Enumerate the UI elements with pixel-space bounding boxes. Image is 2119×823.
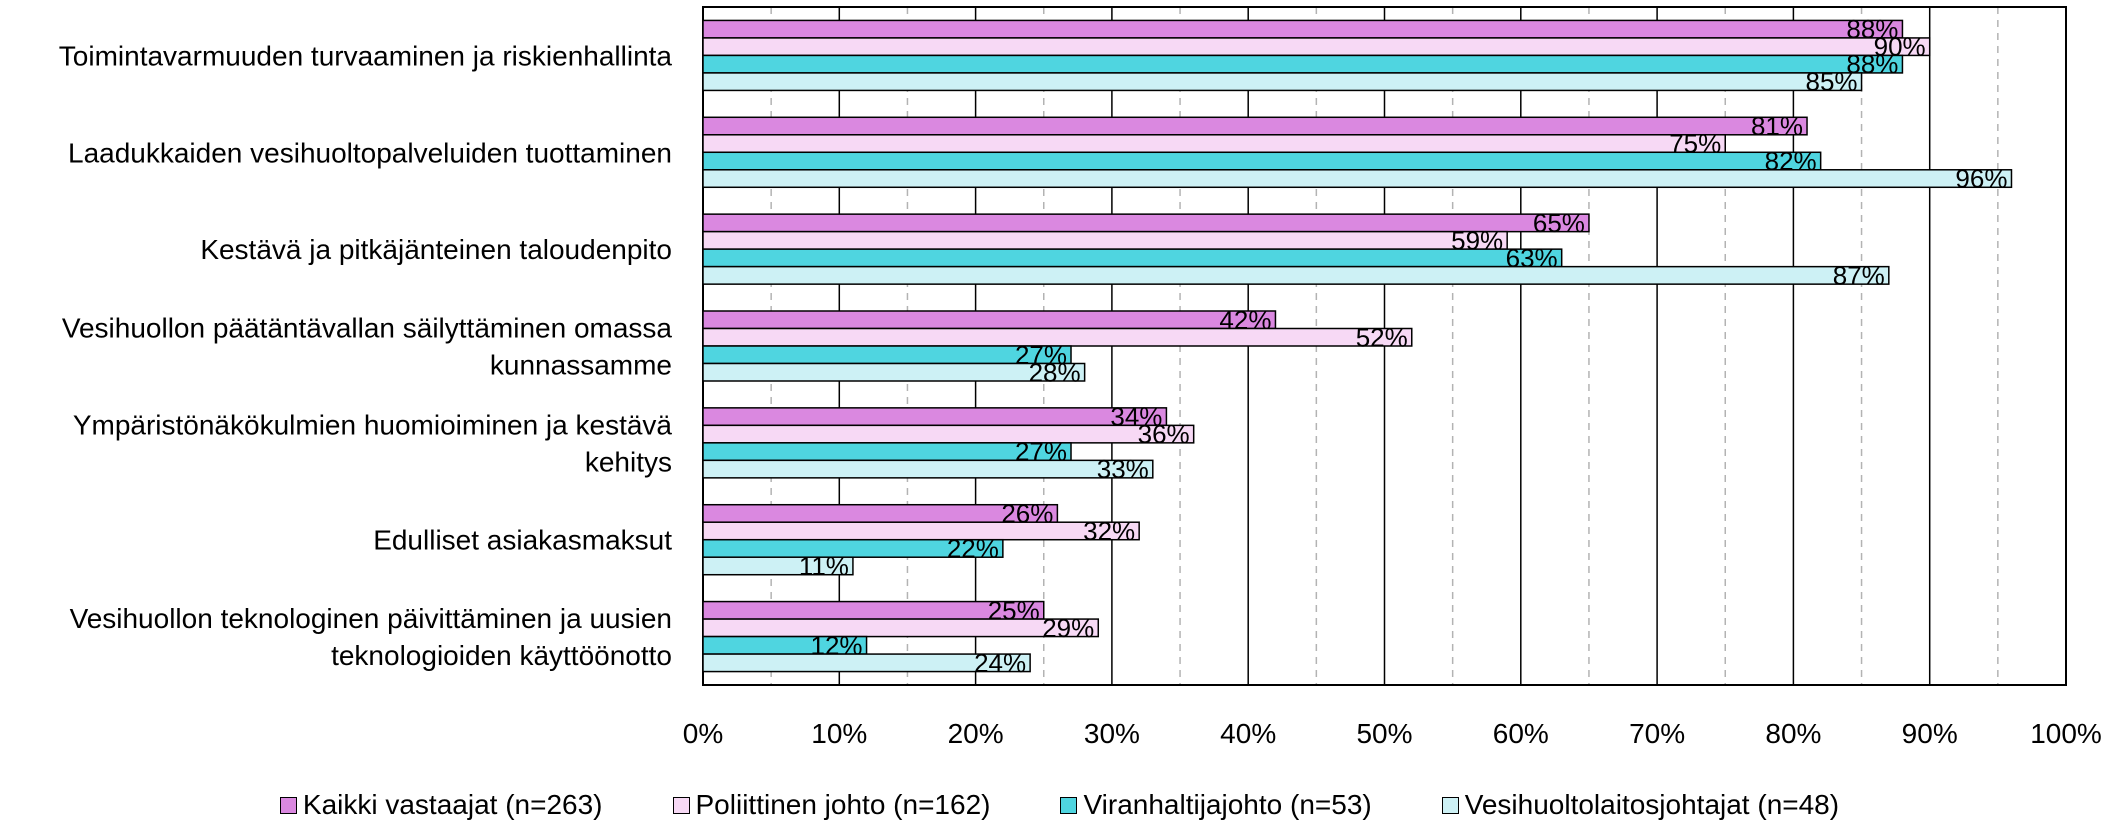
bar <box>702 362 1086 382</box>
legend-swatch <box>672 796 690 814</box>
bar <box>702 151 1822 171</box>
legend-label: Vesihuoltolaitosjohtajat (n=48) <box>1464 789 1840 820</box>
legend-swatch <box>1441 796 1459 814</box>
x-tick-label: 70% <box>1629 718 1685 749</box>
x-tick-label: 0% <box>683 718 723 749</box>
x-tick-label: 90% <box>1902 718 1958 749</box>
category-label: Laadukkaiden vesihuoltopalveluiden tuott… <box>68 137 672 168</box>
category-label: teknologioiden käyttöönotto <box>331 640 672 671</box>
bar <box>702 310 1277 330</box>
bar <box>702 37 1931 57</box>
bar <box>702 230 1508 250</box>
x-tick-label: 10% <box>811 718 867 749</box>
bar <box>702 169 2013 189</box>
data-label: 24% <box>974 648 1026 678</box>
category-label: Kestävä ja pitkäjänteinen taloudenpito <box>200 234 672 265</box>
data-label: 28% <box>1029 357 1081 387</box>
data-label: 29% <box>1042 613 1094 643</box>
bar <box>702 116 1808 136</box>
bar <box>702 424 1195 444</box>
bar <box>702 618 1100 638</box>
bar <box>702 19 1904 39</box>
data-label: 85% <box>1806 67 1858 97</box>
bar <box>702 265 1890 285</box>
data-label: 81% <box>1751 111 1803 141</box>
data-label: 11% <box>799 551 849 581</box>
data-label: 32% <box>1083 516 1135 546</box>
legend-item: Viranhaltijajohto (n=53) <box>1060 789 1372 821</box>
x-tick-label: 100% <box>2030 718 2102 749</box>
bar <box>702 54 1904 74</box>
category-label: Vesihuollon päätäntävallan säilyttäminen… <box>62 313 673 344</box>
x-tick-label: 30% <box>1084 718 1140 749</box>
legend-swatch <box>1060 796 1078 814</box>
bar <box>702 521 1140 541</box>
data-label: 52% <box>1356 322 1408 352</box>
x-tick-label: 50% <box>1356 718 1412 749</box>
category-label: Vesihuollon teknologinen päivittäminen j… <box>70 603 672 634</box>
bar <box>702 459 1154 479</box>
category-label: kehitys <box>585 446 672 477</box>
category-label: Ympäristönäkökulmien huomioiminen ja kes… <box>73 409 673 440</box>
data-label: 22% <box>947 533 999 563</box>
category-label: Edulliset asiakasmaksut <box>373 525 672 556</box>
data-label: 96% <box>1955 164 2007 194</box>
x-tick-label: 80% <box>1765 718 1821 749</box>
x-tick-label: 20% <box>948 718 1004 749</box>
bar <box>702 407 1168 427</box>
data-label: 36% <box>1138 419 1190 449</box>
category-label: Toimintavarmuuden turvaaminen ja riskien… <box>59 40 673 71</box>
legend-item: Poliittinen johto (n=162) <box>672 789 991 821</box>
bar <box>702 72 1863 92</box>
data-label: 65% <box>1533 208 1585 238</box>
legend-label: Viranhaltijajohto (n=53) <box>1083 789 1372 820</box>
bar <box>702 556 854 576</box>
category-label: kunnassamme <box>490 350 672 381</box>
x-tick-label: 60% <box>1493 718 1549 749</box>
data-label: 33% <box>1097 454 1149 484</box>
bar <box>702 653 1031 673</box>
bar <box>702 248 1563 268</box>
bar <box>702 134 1726 154</box>
legend-label: Poliittinen johto (n=162) <box>695 789 991 820</box>
legend-swatch <box>279 796 297 814</box>
legend-item: Kaikki vastaajat (n=263) <box>279 789 603 821</box>
legend-label: Kaikki vastaajat (n=263) <box>302 789 603 820</box>
x-tick-label: 40% <box>1220 718 1276 749</box>
legend: Kaikki vastaajat (n=263) Poliittinen joht… <box>0 789 2119 821</box>
legend-item: Vesihuoltolaitosjohtajat (n=48) <box>1441 789 1840 821</box>
data-label: 87% <box>1833 260 1885 290</box>
